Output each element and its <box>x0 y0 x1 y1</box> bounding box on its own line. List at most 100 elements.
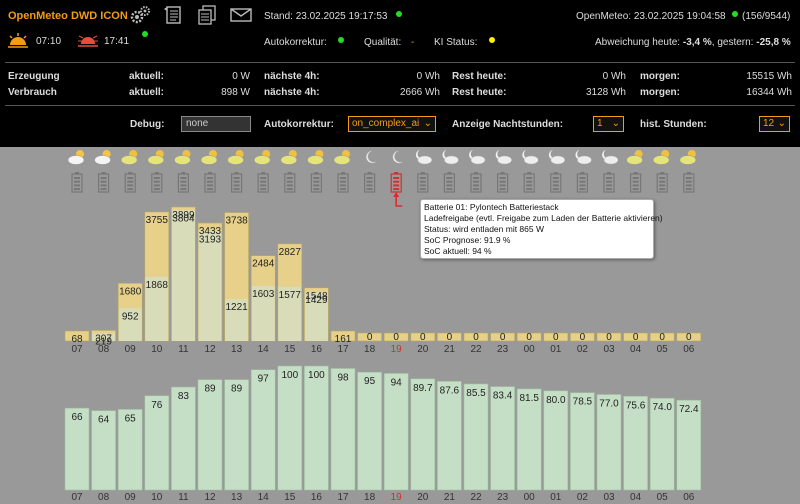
sun-status-dot <box>142 31 148 37</box>
pv-history-bar <box>278 286 302 341</box>
battery-level <box>552 177 559 179</box>
battery-terminal <box>447 172 452 174</box>
battery-level <box>127 188 134 191</box>
nachtstunden-select[interactable]: 1 ⌄ <box>593 116 624 132</box>
battery-level <box>419 177 426 179</box>
x-tick-label: 07 <box>71 344 83 355</box>
erzeugung-rest-label: Rest heute: <box>452 71 507 82</box>
cloud-sun-icon <box>200 155 218 165</box>
pv-forecast-label: 2484 <box>252 259 275 270</box>
battery-terminal <box>367 172 372 174</box>
pv-forecast-bar <box>357 332 382 342</box>
verbrauch-morgen-value: 16344 Wh <box>746 87 792 98</box>
autokorrektur-select-value: on_complex_ai <box>352 118 420 129</box>
battery-level <box>659 177 666 179</box>
x-tick-label: 00 <box>524 344 536 355</box>
x-tick-label: 18 <box>364 344 376 355</box>
battery-level <box>632 184 639 187</box>
pv-forecast-label: 0 <box>500 332 506 343</box>
battery-level <box>659 184 666 187</box>
soc-bar <box>357 371 382 491</box>
pv-history-label: 1429 <box>305 295 328 306</box>
battery-level <box>579 177 586 179</box>
hist-stunden-select[interactable]: 12 ⌄ <box>759 116 790 132</box>
erzeugung-aktuell-label: aktuell: <box>129 71 165 82</box>
battery-level <box>313 188 320 191</box>
battery-level <box>180 177 187 179</box>
soc-value-label: 100 <box>281 370 298 381</box>
battery-terminal <box>261 172 266 174</box>
pv-forecast-bar <box>490 332 515 342</box>
battery-level <box>127 180 134 183</box>
battery-level <box>340 177 346 179</box>
x-tick-label: 04 <box>630 344 642 355</box>
battery-terminal <box>234 172 239 174</box>
abweichung-yesterday: -25,8 % <box>756 37 791 48</box>
battery-terminal <box>154 172 159 174</box>
soc-bar <box>277 365 303 491</box>
battery-level <box>685 188 692 191</box>
battery-level <box>366 188 373 191</box>
pv-forecast-label: 0 <box>526 332 532 343</box>
qualitaet-label: Qualität: <box>364 37 402 48</box>
soc-value-label: 64 <box>98 415 110 426</box>
battery-level <box>526 188 533 191</box>
tooltip-line: Ladefreigabe (evtl. Freigabe zum Laden d… <box>424 213 663 223</box>
pv-history-label: 3193 <box>199 234 222 245</box>
battery-level <box>473 180 479 183</box>
cloud-sun-icon <box>307 155 324 165</box>
battery-level <box>499 180 506 183</box>
soc-bar <box>304 365 329 491</box>
erzeugung-next-value: 0 Wh <box>416 71 440 82</box>
battery-level <box>446 177 453 179</box>
debug-input[interactable]: none <box>181 116 251 132</box>
copy-documents-icon[interactable] <box>197 5 217 28</box>
battery-level <box>685 180 692 183</box>
hist-stunden-label: hist. Stunden: <box>640 119 707 130</box>
soc-bar <box>623 395 648 491</box>
soc-value-label: 81.5 <box>519 393 539 404</box>
x-tick-label: 03 <box>603 344 615 355</box>
autokorrektur-select[interactable]: on_complex_ai ⌄ <box>348 116 436 132</box>
pv-forecast-label: 0 <box>473 332 479 343</box>
soc-bar <box>250 369 276 491</box>
soc-value-label: 100 <box>308 370 325 381</box>
soc-bar <box>490 386 515 491</box>
battery-terminal <box>314 172 319 174</box>
battery-level <box>579 184 586 187</box>
qualitaet-value: - <box>411 37 415 48</box>
moon-cloud-icon <box>522 150 532 160</box>
soc-value-label: 66 <box>71 412 83 423</box>
x-tick-label: 05 <box>657 344 669 355</box>
battery-level <box>127 184 134 187</box>
pv-history-bar <box>304 291 328 341</box>
battery-level <box>552 188 559 191</box>
x-tick-label: 19 <box>391 344 403 355</box>
cloud-moon-icon <box>442 150 452 160</box>
soc-value-label: 72.4 <box>679 404 699 415</box>
verbrauch-aktuell-label: aktuell: <box>129 87 165 98</box>
pv-forecast-label: 161 <box>335 334 352 345</box>
x-tick-label: 17 <box>337 492 349 503</box>
battery-terminal <box>633 172 638 174</box>
battery-level <box>526 184 533 187</box>
battery-terminal <box>500 172 505 174</box>
log-document-icon[interactable] <box>163 5 183 28</box>
pv-forecast-bar <box>596 332 622 342</box>
moon-cloud-icon <box>415 150 425 160</box>
battery-level <box>153 184 160 187</box>
cloud-sun-icon <box>253 155 271 165</box>
battery-level <box>260 184 267 187</box>
settings-gear-icon[interactable] <box>129 5 151 28</box>
battery-level <box>526 177 533 179</box>
openmeteo-timestamp: OpenMeteo: 23.02.2025 19:04:58 <box>576 11 726 22</box>
x-tick-label: 13 <box>231 344 243 355</box>
x-tick-label: 20 <box>417 344 429 355</box>
battery-level <box>419 188 426 191</box>
battery-level <box>552 180 559 183</box>
pv-history-bar <box>145 276 169 341</box>
pv-forecast-label: 1680 <box>119 286 142 297</box>
pv-history-label: 952 <box>122 311 139 322</box>
mail-envelope-icon[interactable] <box>230 7 252 26</box>
battery-level <box>473 188 479 191</box>
